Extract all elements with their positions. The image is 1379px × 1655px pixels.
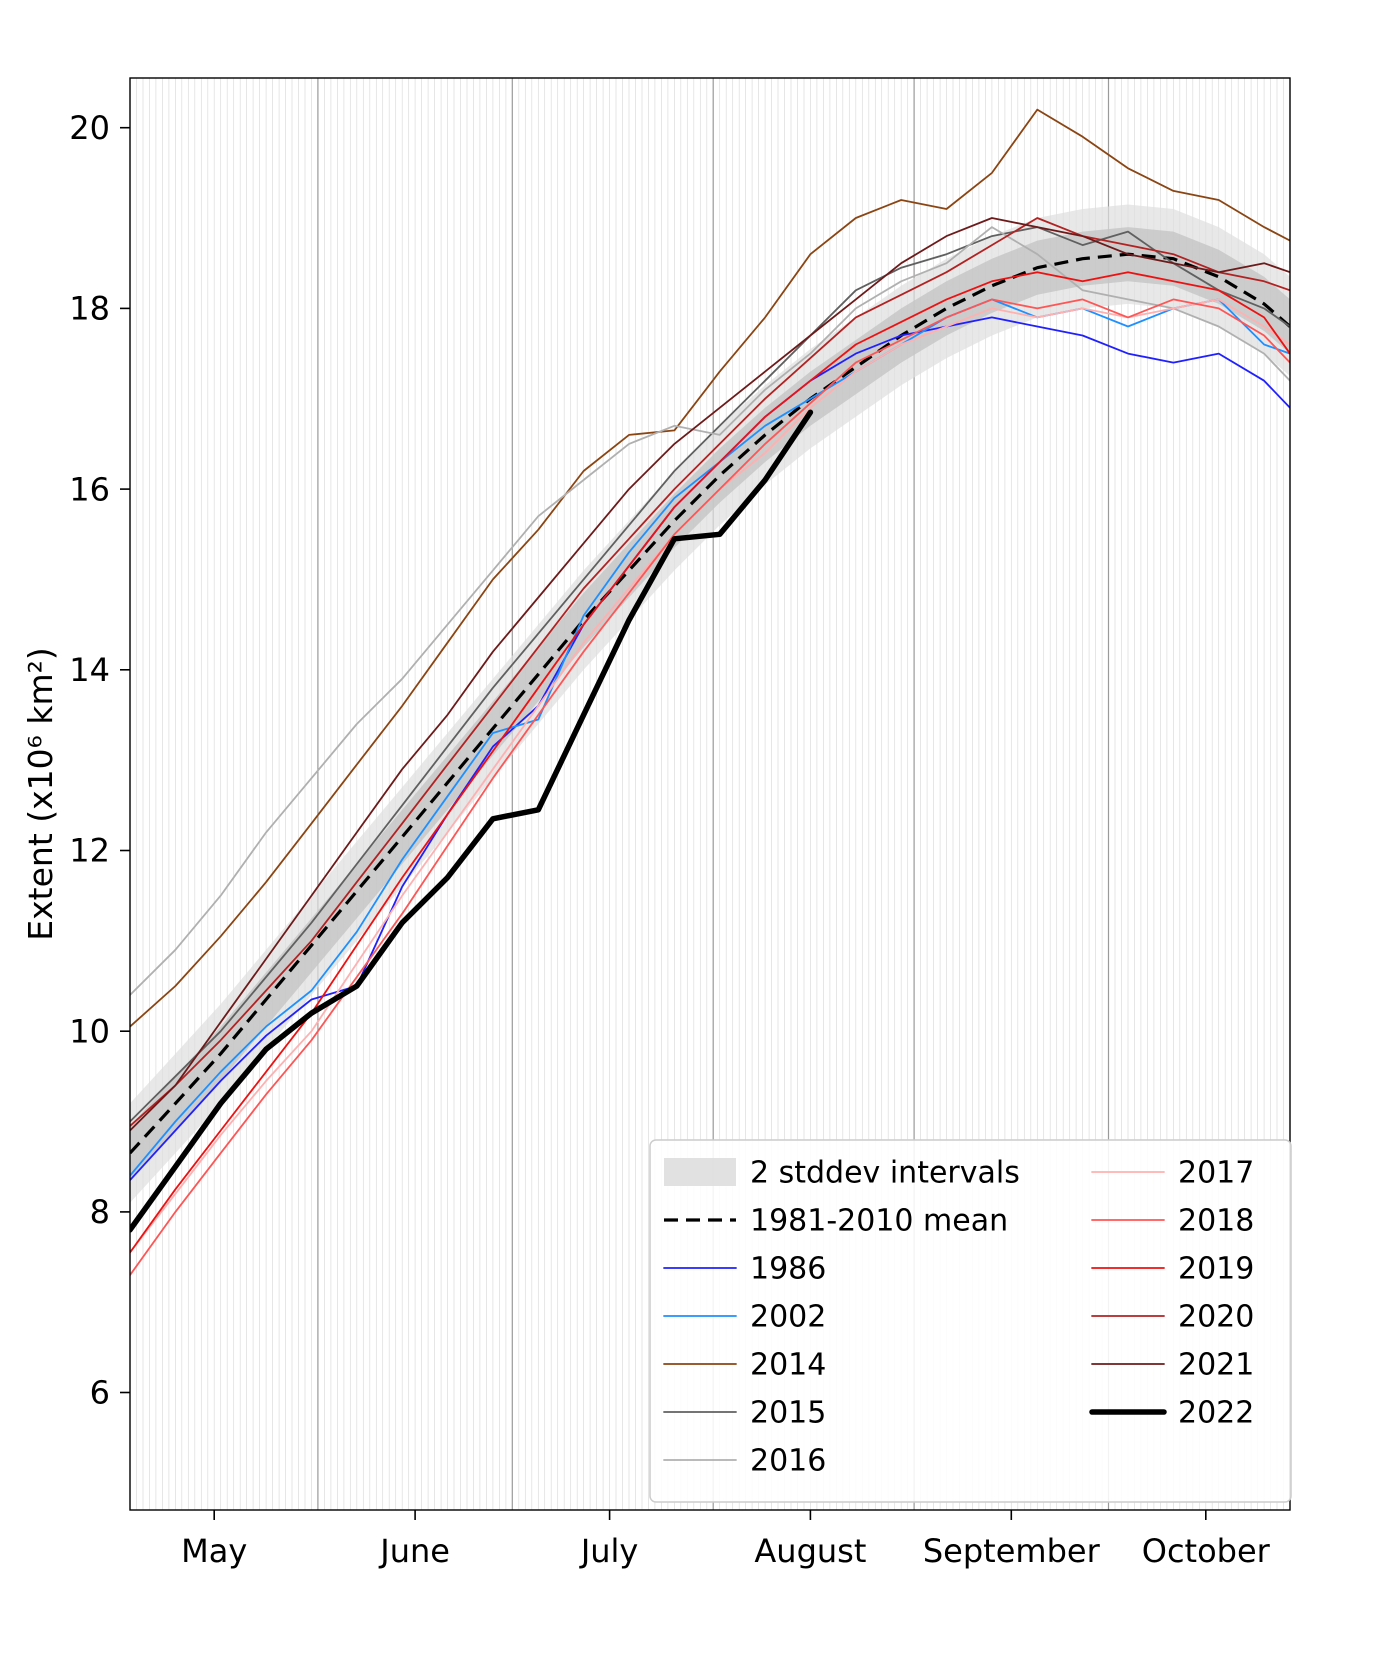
y-axis: 6 8 10 12 14 16 18 20 — [69, 109, 130, 1412]
y-tick-label: 10 — [69, 1012, 110, 1050]
band-2-stddev — [130, 204, 1290, 1203]
series-line-2022 — [130, 409, 814, 1233]
series-line-2018 — [130, 298, 1290, 1276]
y-tick-label: 20 — [69, 109, 110, 147]
y-tick-label: 12 — [69, 832, 110, 870]
y-tick-label: 18 — [69, 290, 110, 328]
x-tick-label: July — [579, 1532, 639, 1570]
x-tick-label: August — [754, 1532, 866, 1570]
legend-label-2015: 2015 — [750, 1396, 826, 1431]
series-line-2016 — [130, 226, 1290, 996]
legend-label-2002: 2002 — [750, 1300, 826, 1335]
series-line-2021 — [130, 217, 1290, 1132]
legend-label-2020: 2020 — [1178, 1300, 1254, 1335]
legend-label-1981-2010 mean: 1981-2010 mean — [750, 1204, 1008, 1239]
legend-label-2 stddev intervals: 2 stddev intervals — [750, 1156, 1020, 1191]
series-line-2019 — [130, 271, 1290, 1254]
legend-label-2022: 2022 — [1178, 1396, 1254, 1431]
legend-label-2017: 2017 — [1178, 1156, 1254, 1191]
series-line-2015 — [130, 226, 1290, 1123]
legend-label-2021: 2021 — [1178, 1348, 1254, 1383]
legend-label-1986: 1986 — [750, 1252, 826, 1287]
x-tick-label: June — [378, 1532, 450, 1570]
legend: 2 stddev intervals 1981-2010 mean 1986 2002… — [649, 1139, 1292, 1503]
legend-label-2018: 2018 — [1178, 1204, 1254, 1239]
series-line-2020 — [130, 217, 1290, 1127]
x-tick-label: October — [1142, 1532, 1271, 1570]
x-axis: May June July August September October — [181, 1510, 1271, 1570]
legend-label-2014: 2014 — [750, 1348, 826, 1383]
legend-label-2019: 2019 — [1178, 1252, 1254, 1287]
x-tick-label: September — [923, 1532, 1101, 1570]
series-line-2014 — [130, 108, 1290, 1028]
plot-frame — [129, 77, 1291, 1511]
y-tick-label: 8 — [90, 1193, 110, 1231]
y-tick-label: 16 — [69, 470, 110, 508]
mean-line-1981-2010 — [130, 252, 1290, 1155]
legend-label-2016: 2016 — [750, 1444, 826, 1479]
y-tick-label: 14 — [69, 651, 110, 689]
legend-swatch-stddev — [664, 1158, 736, 1186]
y-tick-label: 6 — [90, 1374, 110, 1412]
y-axis-title: Extent (x10⁶ km²) — [21, 647, 60, 940]
x-tick-label: May — [181, 1532, 247, 1570]
